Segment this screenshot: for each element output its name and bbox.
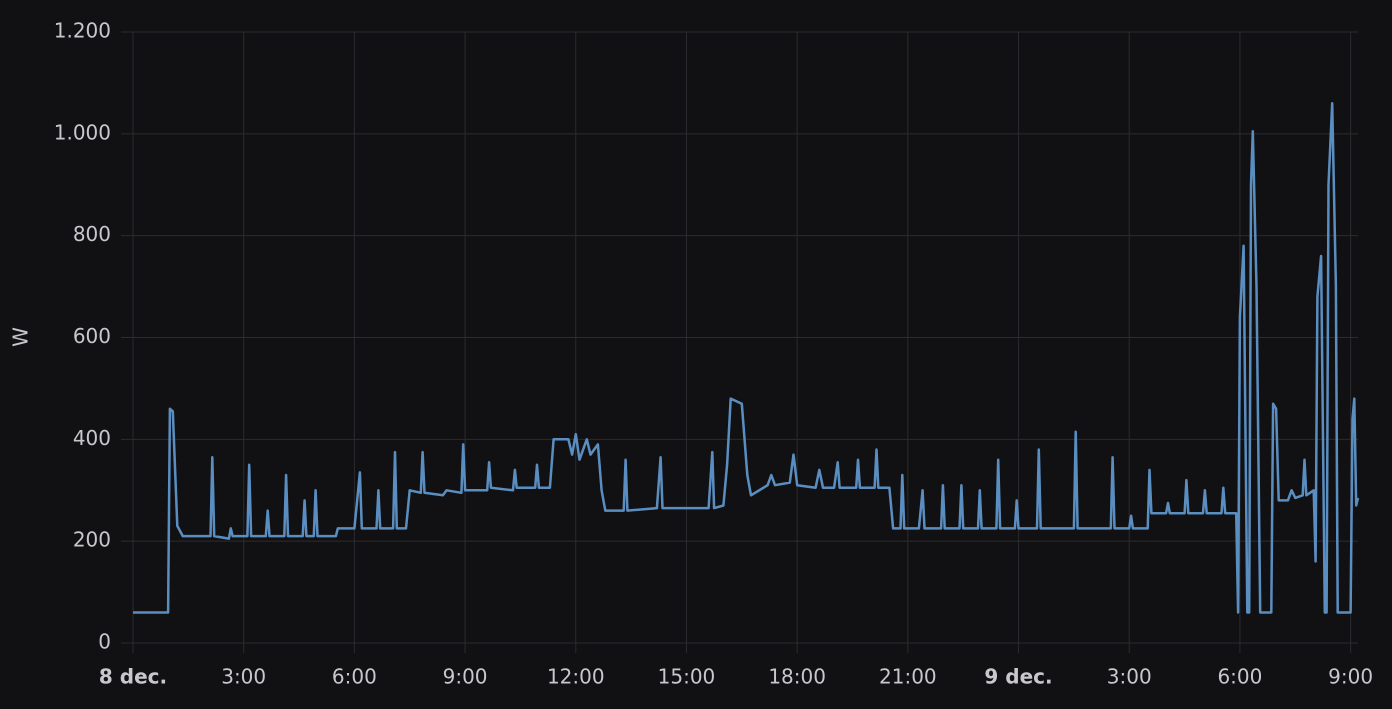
x-tick-label: 18:00 [768,665,826,689]
x-tick-label: 9:00 [1328,665,1373,689]
x-tick-label: 9:00 [443,665,488,689]
y-axis-label: W [9,327,33,347]
x-tick-label: 3:00 [221,665,266,689]
x-tick-label: 6:00 [332,665,377,689]
y-tick-label: 1.000 [54,120,111,144]
x-tick-label: 21:00 [879,665,937,689]
x-tick-label: 15:00 [658,665,716,689]
x-tick-label: 6:00 [1217,665,1262,689]
y-tick-label: 0 [98,630,111,654]
y-tick-label: 400 [73,426,111,450]
y-tick-label: 600 [73,324,111,348]
x-tick-label: 9 dec. [984,665,1052,689]
y-tick-label: 1.200 [54,19,111,43]
x-tick-label: 12:00 [547,665,605,689]
y-tick-label: 800 [73,222,111,246]
data-line [133,102,1360,614]
y-tick-label: 200 [73,528,111,552]
x-tick-label: 8 dec. [99,665,167,689]
x-tick-label: 3:00 [1107,665,1152,689]
